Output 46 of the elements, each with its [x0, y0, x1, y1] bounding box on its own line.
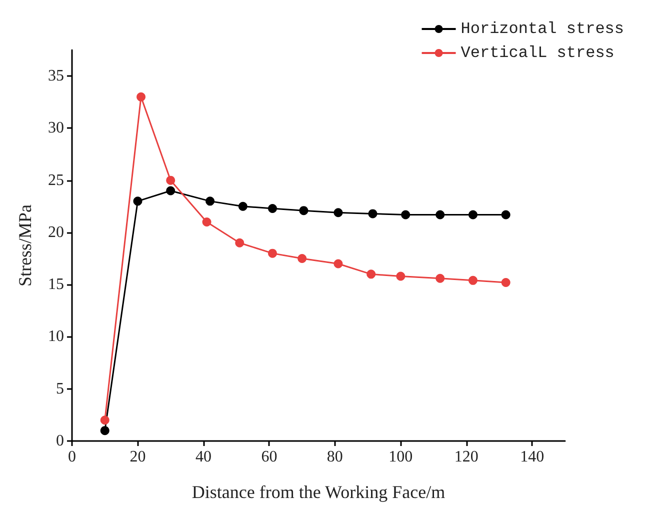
y-tick-label: 20 [48, 224, 64, 241]
point [268, 248, 277, 258]
y-tick-label: 35 [48, 68, 64, 85]
x-tick-label: 100 [388, 448, 413, 466]
point [436, 274, 445, 283]
point [501, 210, 510, 220]
x-tick-label: 140 [520, 448, 544, 466]
point [238, 202, 248, 211]
y-tick-label: 0 [56, 432, 64, 450]
point [368, 209, 378, 218]
y-axis-title: Stress/MPa [15, 204, 35, 287]
point [136, 92, 146, 102]
x-tick-label: 60 [261, 448, 278, 466]
legend-label: VerticalL stress [460, 44, 614, 62]
point [166, 186, 176, 196]
point [401, 210, 410, 220]
legend-label: Horizontal stress [460, 20, 624, 38]
point [235, 238, 244, 248]
x-tick-label: 80 [326, 448, 343, 466]
point [334, 208, 343, 218]
x-tick-label: 20 [130, 448, 146, 466]
point [133, 196, 142, 206]
point [436, 210, 445, 220]
point [366, 270, 376, 279]
point [468, 276, 478, 285]
y-tick-label: 5 [56, 380, 64, 398]
x-axis-title: Distance from the Working Face/m [192, 482, 446, 502]
point [468, 210, 478, 220]
y-tick-label: 25 [48, 172, 64, 189]
x-tick-label: 120 [454, 448, 478, 466]
point [268, 204, 277, 213]
point [299, 206, 308, 216]
point [166, 176, 176, 185]
y-tick-label: 10 [48, 328, 64, 346]
point [100, 416, 110, 425]
x-tick-label: 0 [68, 448, 76, 466]
point [334, 259, 343, 268]
x-tick-label: 40 [195, 448, 212, 466]
point [206, 196, 215, 206]
y-tick-label: 15 [48, 276, 64, 294]
point [100, 426, 110, 436]
point [396, 272, 406, 281]
point [501, 278, 510, 288]
point [202, 218, 212, 227]
point [298, 254, 307, 264]
y-tick-label: 30 [48, 120, 64, 137]
